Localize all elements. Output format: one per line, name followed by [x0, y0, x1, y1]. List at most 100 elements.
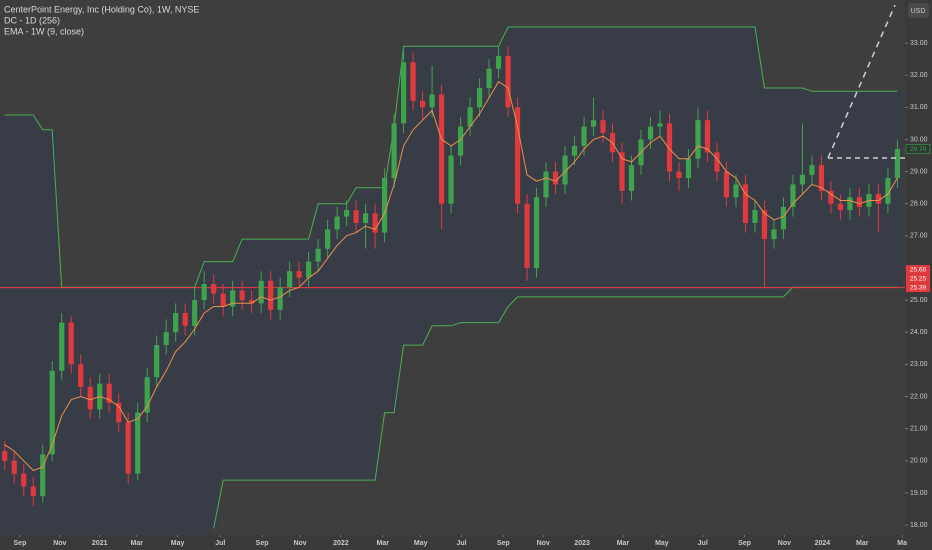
chart-title: CenterPoint Energy, Inc (Holding Co), 1W… — [4, 4, 199, 14]
currency: USD — [911, 8, 926, 15]
price-label: 25.39 — [910, 284, 927, 291]
candle-body — [457, 126, 464, 156]
y-tick-label: 30.00 — [910, 136, 928, 143]
candle-body — [382, 178, 388, 233]
price-label-box — [905, 144, 931, 154]
x-tick-label: Mar — [856, 540, 869, 547]
candle-body — [666, 123, 673, 172]
price-label: 25.68 — [910, 266, 927, 273]
candle-body — [761, 210, 768, 240]
candle-body — [676, 171, 682, 179]
candle-body — [230, 290, 236, 307]
candle-body — [410, 62, 416, 101]
x-tick-label: May — [171, 540, 185, 547]
candle-body — [590, 120, 597, 127]
candle-body — [11, 460, 17, 474]
y-tick-label: 25.00 — [910, 297, 928, 304]
candle-body — [21, 473, 27, 487]
x-tick-label: Jul — [456, 540, 466, 547]
candle-body — [391, 123, 397, 179]
candle-body — [49, 370, 55, 455]
channel-fill — [379, 187, 390, 413]
y-tick-label: 23.00 — [910, 361, 928, 368]
candle-body — [334, 216, 340, 230]
channel-fill — [199, 261, 210, 535]
x-tick-label: Mar — [376, 540, 389, 547]
candle-body — [875, 194, 882, 204]
candle-body — [154, 345, 160, 378]
candle-body — [144, 377, 150, 413]
candle-body — [847, 197, 853, 211]
channel-fill — [227, 261, 238, 481]
channel-fill — [275, 239, 286, 481]
candle-body — [344, 210, 350, 217]
candle-body — [353, 210, 359, 223]
channel-fill — [759, 88, 770, 297]
candle-body — [296, 271, 302, 278]
candle-body — [182, 312, 188, 326]
candle-body — [657, 123, 663, 127]
channel-fill — [807, 91, 818, 288]
y-tick-label: 29.00 — [910, 168, 928, 175]
y-tick-label: 31.00 — [910, 104, 928, 111]
price-label-box — [906, 283, 930, 293]
channel-fill — [170, 287, 181, 535]
candle-body — [828, 190, 834, 204]
channel-fill — [731, 26, 742, 297]
candle-body — [220, 293, 226, 307]
candle-body — [135, 412, 141, 474]
candle-body — [59, 322, 65, 371]
x-tick-label: 2022 — [333, 540, 349, 547]
candle-body — [514, 107, 521, 204]
candle-body — [192, 300, 198, 326]
candle-body — [268, 280, 274, 310]
channel-fill — [522, 26, 533, 297]
plot-area — [0, 26, 905, 536]
channel-fill — [351, 187, 362, 481]
x-tick-label: Mar — [131, 540, 144, 547]
candle-body — [894, 149, 901, 179]
candle-body — [495, 55, 502, 69]
candle-body — [315, 248, 321, 262]
candle-body — [790, 184, 796, 207]
channel-fill — [189, 287, 200, 535]
candle-body — [173, 312, 179, 333]
channel-fill — [294, 239, 305, 481]
channel-fill — [37, 129, 48, 535]
candle-body — [685, 158, 692, 179]
x-tick-label: Mar — [617, 540, 630, 547]
candle-body — [306, 261, 312, 278]
candle-body — [837, 203, 844, 211]
channel-fill — [531, 26, 542, 297]
candle-body — [163, 332, 169, 346]
channel-fill — [341, 203, 352, 481]
candle-body — [467, 107, 473, 127]
candle-body — [400, 62, 407, 124]
candle-body — [733, 184, 739, 198]
channel-fill — [484, 46, 495, 323]
candle-body — [704, 120, 711, 153]
x-tick-label: Sep — [738, 540, 751, 547]
channel-fill — [360, 187, 371, 481]
x-tick-label: Sep — [497, 540, 510, 547]
channel-fill — [503, 26, 514, 307]
price-label: 25.25 — [910, 275, 927, 282]
x-tick-label: May — [414, 540, 428, 547]
candle-body — [809, 165, 815, 175]
y-tick-label: 20.00 — [910, 458, 928, 465]
candle-body — [419, 100, 426, 108]
y-tick-label: 21.00 — [910, 425, 928, 432]
y-tick-label: 24.00 — [910, 329, 928, 336]
channel-fill — [408, 46, 419, 346]
channel-fill — [151, 287, 162, 535]
candle-body — [695, 120, 701, 159]
candle-body — [885, 178, 891, 204]
channel-fill — [161, 287, 172, 535]
y-tick-label: 32.00 — [910, 72, 928, 79]
price-label-box — [906, 265, 930, 275]
candle-body — [125, 422, 131, 474]
channel-fill — [778, 88, 789, 297]
x-tick-label: Nov — [293, 540, 306, 547]
currency-button[interactable] — [908, 3, 929, 18]
